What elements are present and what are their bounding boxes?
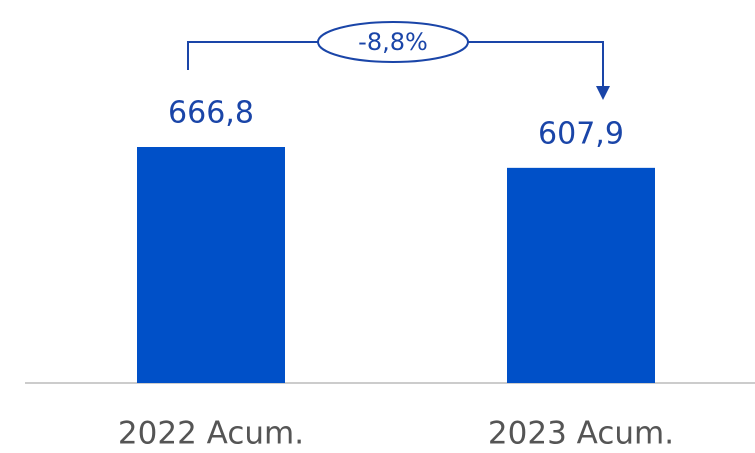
annotation-oval — [317, 21, 469, 63]
bar — [507, 167, 655, 383]
value-label: 607,9 — [538, 116, 624, 151]
annotation-label: -8,8% — [358, 28, 428, 56]
change-annotation: -8,8% — [187, 21, 610, 100]
arrow-head — [596, 86, 610, 100]
bar — [137, 147, 285, 383]
x-tick-label: 2022 Acum. — [118, 416, 304, 452]
bracket-right — [468, 41, 604, 88]
x-tick-label: 2023 Acum. — [488, 416, 674, 452]
bracket-left — [187, 41, 318, 70]
value-label: 666,8 — [168, 96, 254, 131]
